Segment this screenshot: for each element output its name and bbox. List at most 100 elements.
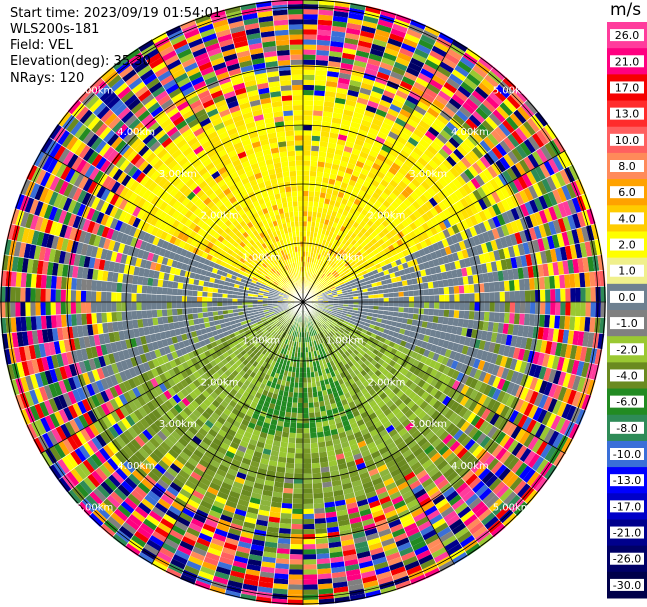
- range-gate: [347, 243, 354, 250]
- range-gate: [303, 145, 312, 151]
- range-gate: [303, 559, 317, 565]
- range-gate: [529, 302, 536, 315]
- range-gate: [391, 144, 403, 154]
- range-gate: [344, 247, 351, 254]
- range-gate: [309, 165, 318, 172]
- range-gate: [313, 105, 324, 112]
- range-gate: [372, 38, 388, 48]
- range-gate: [303, 513, 315, 520]
- beam-separator: [302, 31, 441, 303]
- range-gate: [477, 82, 493, 96]
- range-gate: [316, 276, 321, 282]
- range-gate: [312, 286, 317, 291]
- range-gate: [379, 99, 392, 109]
- range-gate: [486, 165, 498, 179]
- range-gate: [426, 54, 442, 66]
- range-gate: [347, 89, 360, 98]
- range-gate: [424, 25, 441, 37]
- range-gate: [403, 307, 409, 314]
- range-gate: [323, 106, 334, 113]
- range-gate: [310, 150, 319, 157]
- range-gate: [323, 269, 329, 275]
- range-gate: [403, 302, 410, 308]
- range-gate: [415, 142, 427, 153]
- range-gate: [380, 94, 394, 104]
- range-gate: [383, 187, 392, 197]
- range-gate: [416, 206, 426, 216]
- range-gate: [531, 132, 545, 148]
- range-gate: [329, 261, 335, 267]
- range-gate: [357, 40, 373, 49]
- range-gate: [439, 61, 455, 74]
- range-gate: [421, 166, 432, 178]
- range-gate: [329, 40, 345, 48]
- range-gate: [366, 188, 375, 197]
- range-gate: [389, 179, 399, 189]
- range-gate: [441, 198, 452, 209]
- range-gate: [327, 273, 334, 279]
- range-gate: [554, 275, 561, 289]
- range-gate: [448, 73, 464, 86]
- range-gate: [314, 70, 328, 76]
- range-gate: [439, 302, 445, 310]
- range-gate: [456, 160, 468, 172]
- range-gate: [330, 276, 336, 282]
- range-gate: [509, 302, 516, 314]
- range-gate: [438, 162, 450, 174]
- range-gate: [463, 310, 470, 320]
- range-gate: [501, 119, 515, 134]
- range-gate: [319, 287, 325, 291]
- range-gate: [339, 272, 346, 278]
- range-gate: [474, 292, 480, 302]
- range-gate: [332, 112, 343, 120]
- range-gate: [443, 286, 450, 295]
- range-gate: [371, 118, 384, 127]
- range-gate: [369, 196, 378, 204]
- range-gate: [463, 168, 475, 181]
- range-gate: [494, 291, 500, 302]
- range-gate: [504, 291, 511, 302]
- range-gate: [365, 247, 373, 255]
- range-gate: [347, 230, 354, 237]
- range-gate: [309, 231, 315, 238]
- range-gate: [336, 268, 343, 274]
- range-gate: [314, 281, 319, 287]
- range-gate: [280, 512, 292, 519]
- range-gate: [503, 136, 516, 151]
- range-gate: [391, 188, 401, 197]
- range-gate: [311, 140, 320, 147]
- range-gate: [360, 234, 368, 242]
- range-gate: [407, 168, 418, 179]
- range-gate: [439, 129, 452, 141]
- range-gate: [393, 61, 408, 72]
- range-gate: [364, 254, 371, 261]
- range-gate: [314, 275, 319, 281]
- range-gate: [340, 264, 347, 271]
- range-gate: [460, 156, 472, 169]
- beam-separator: [302, 111, 539, 303]
- range-gate: [303, 428, 310, 434]
- range-gate: [321, 261, 326, 268]
- range-gate: [334, 201, 342, 208]
- range-gate: [468, 284, 475, 294]
- beam-separator: [302, 47, 469, 303]
- range-gate: [310, 226, 315, 233]
- range-gate: [310, 267, 314, 274]
- range-gate: [308, 186, 316, 192]
- range-gate: [368, 53, 383, 62]
- range-gate: [474, 174, 486, 187]
- range-gate: [326, 271, 332, 278]
- range-gate: [303, 89, 315, 96]
- range-gate: [393, 158, 404, 168]
- range-gate: [325, 193, 332, 200]
- range-gate: [394, 196, 403, 206]
- range-gate: [434, 70, 449, 82]
- range-gate: [279, 517, 292, 524]
- range-gate: [308, 397, 314, 403]
- range-gate: [459, 56, 476, 70]
- range-gate: [317, 207, 323, 214]
- range-gate: [483, 282, 490, 293]
- range-gate: [534, 277, 541, 290]
- range-gate: [341, 250, 347, 257]
- range-gate: [323, 275, 328, 281]
